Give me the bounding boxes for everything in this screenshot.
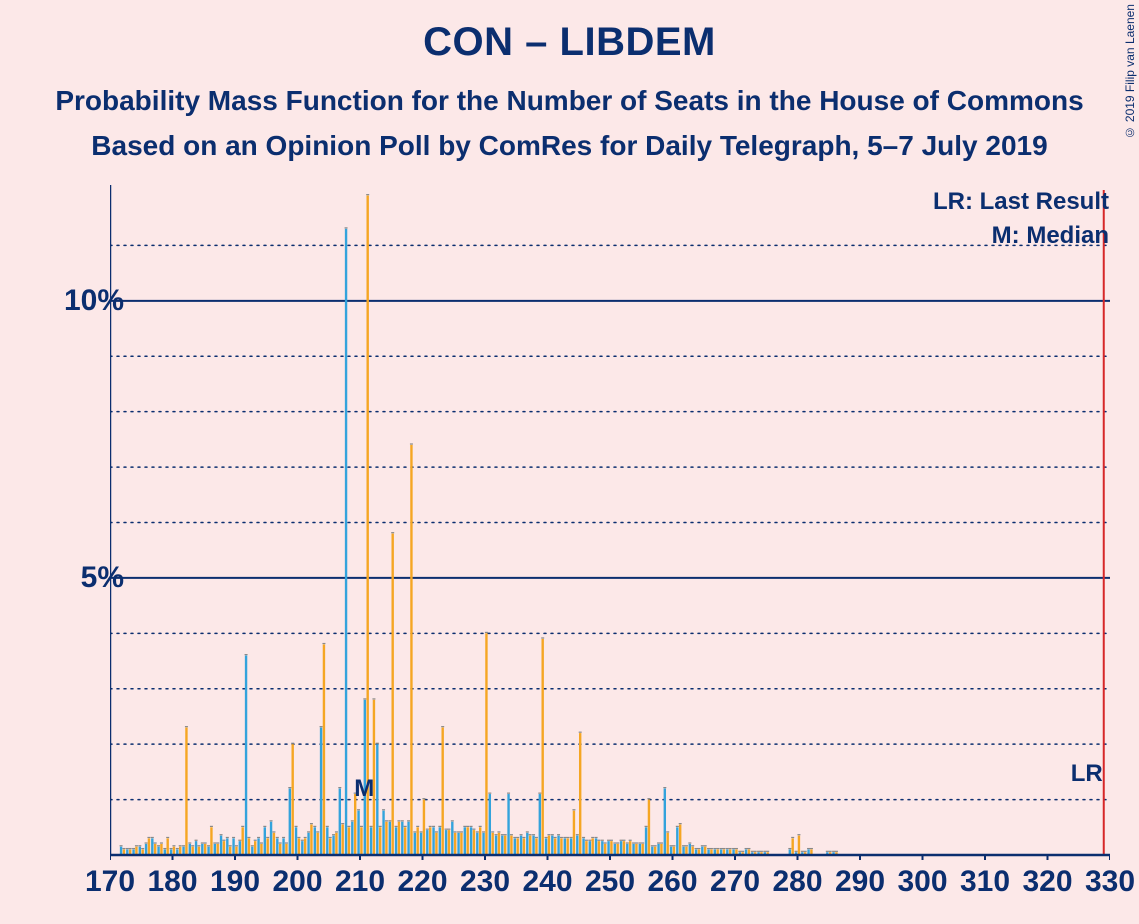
legend-median: M: Median (992, 222, 1109, 250)
median-marker: M (354, 775, 374, 803)
x-tick-label: 190 (210, 865, 260, 899)
x-tick-label: 170 (85, 865, 135, 899)
chart-subtitle-2: Based on an Opinion Poll by ComRes for D… (0, 130, 1139, 162)
x-tick-label: 270 (710, 865, 760, 899)
x-tick-label: 310 (960, 865, 1010, 899)
y-tick-label: 10% (64, 284, 124, 318)
legend-last-result: LR: Last Result (933, 188, 1109, 216)
chart-svg (110, 180, 1110, 860)
plot-area (110, 180, 1110, 860)
chart-title: CON – LIBDEM (0, 20, 1139, 65)
x-tick-label: 240 (522, 865, 572, 899)
x-tick-label: 260 (647, 865, 697, 899)
x-tick-label: 320 (1022, 865, 1072, 899)
copyright-text: © 2019 Filip van Laenen (1123, 4, 1137, 139)
chart-container: CON – LIBDEM Probability Mass Function f… (0, 0, 1139, 924)
x-tick-label: 300 (897, 865, 947, 899)
x-tick-label: 330 (1085, 865, 1135, 899)
y-tick-label: 5% (81, 561, 124, 595)
x-tick-label: 250 (585, 865, 635, 899)
x-tick-label: 230 (460, 865, 510, 899)
x-tick-label: 290 (835, 865, 885, 899)
x-tick-label: 210 (335, 865, 385, 899)
x-tick-label: 180 (147, 865, 197, 899)
x-tick-label: 280 (772, 865, 822, 899)
chart-subtitle-1: Probability Mass Function for the Number… (0, 85, 1139, 117)
x-tick-label: 200 (272, 865, 322, 899)
x-tick-label: 220 (397, 865, 447, 899)
last-result-marker: LR (1071, 760, 1103, 788)
